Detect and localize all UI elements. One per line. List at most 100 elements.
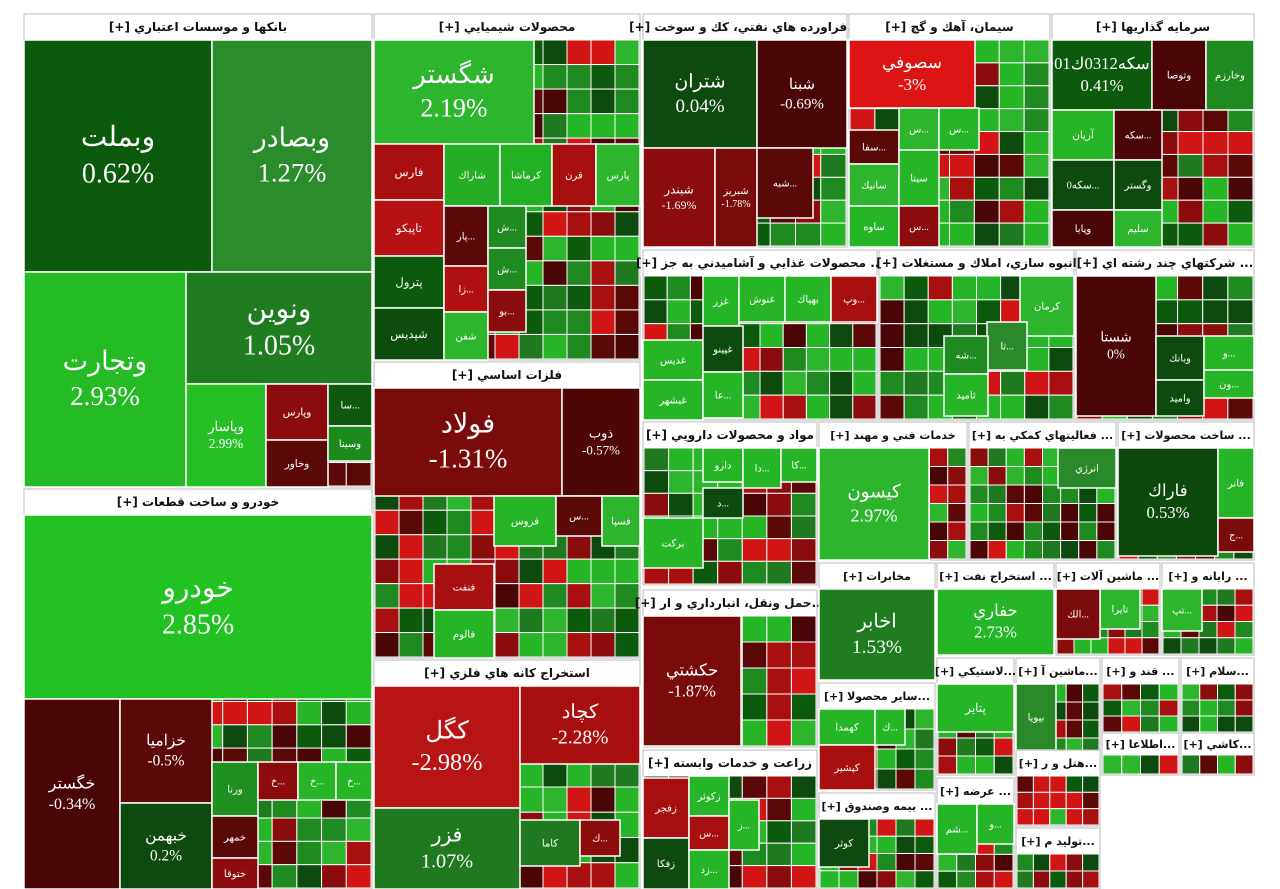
tile [566,64,592,90]
tile [590,786,616,813]
tile [614,607,640,634]
sector-title: ...ساير محصولا [+] [824,690,930,703]
tile [590,632,616,658]
tile [973,199,1000,224]
tile [590,235,616,262]
tile [566,333,592,360]
tile-name: ورنا [227,785,243,796]
tile [373,39,535,145]
tile [1023,176,1050,201]
tile [1096,540,1116,560]
tile [849,108,876,133]
tile [741,515,768,540]
tile-change: 0% [1107,347,1125,362]
tile [903,323,929,348]
tile-name: وبملت [81,122,155,153]
tile [784,275,832,323]
tile [914,835,935,854]
sector: ... شركتهاي چند رشته اي [+] شستا 0% وبانك وا… [1075,249,1255,421]
tile [1099,588,1141,630]
tile [211,857,259,889]
sector-title: ...حمل ونقل، انبارداري و ار [+] [635,596,825,611]
sector: فلزات اساسي [+] فولاد -1.31% ذوب-0.57% فنفت ف… [373,361,641,659]
tile [973,153,1000,178]
tile [976,275,1002,301]
tile [949,199,975,224]
tile [666,275,691,301]
tile [1121,715,1141,733]
tile [246,701,273,726]
tile-name: فزر [431,824,463,846]
tile-change: -1.87% [668,682,716,701]
tile [969,484,989,504]
tile-name: كهمدا [835,723,858,734]
tile-name: ...ثا [1000,342,1013,353]
sector: ... محصولات غذايي و آشاميدني به جز [+] غد… [636,249,884,421]
tile [1042,540,1062,560]
tile [211,815,259,859]
tile [1032,870,1051,889]
tile [1019,275,1075,337]
tile [943,373,989,417]
tile [766,775,792,799]
tile-change: -3% [898,75,926,94]
tile [668,470,694,494]
tile [614,64,640,90]
tile [998,199,1025,224]
sector-title: ... قند و [+] [1106,665,1174,678]
tile [759,394,784,420]
tile-name: شستا [1100,329,1131,344]
tile [566,309,592,335]
tile [321,840,347,866]
tile [987,503,1007,523]
tile-name: ...خ [347,777,361,788]
tile [642,147,716,248]
tile-change: -1.31% [429,444,508,474]
tile [1049,870,1067,889]
tile [1140,699,1160,717]
tile-name: زفجر [654,804,677,815]
tile [756,39,848,149]
tile-change: -0.5% [147,753,184,770]
tile [1198,637,1218,655]
tile [949,176,975,201]
sector: ... رايانه و [+] ...تپ [1161,562,1255,656]
tile [1096,503,1116,523]
tile [914,870,935,889]
tile [766,615,792,643]
tile [929,521,949,541]
tile [1234,683,1254,701]
tile [975,853,995,872]
tile-name: كچاد [562,702,599,723]
tile [1102,683,1123,701]
sector-title: سرمايه گذاريها [+] [1096,20,1210,34]
tile-name: ...ون [1219,380,1239,391]
tile [879,394,905,420]
tile [1217,683,1236,701]
tile [1161,588,1203,632]
tile [296,724,323,749]
tile [590,113,616,139]
tile [519,685,641,765]
tile-name: وتوصا [1167,71,1191,82]
tile [1177,199,1204,224]
tile [927,275,953,301]
tile [998,153,1025,178]
sector-title: ... عرضه [+] [940,785,1011,798]
tile [1024,347,1050,372]
tile [542,632,568,658]
tile [741,538,768,562]
tile [929,466,949,486]
tile [1202,222,1229,247]
tile [643,470,670,494]
tile [296,701,323,726]
tile [1234,715,1254,733]
tile [374,607,400,634]
tile [1227,199,1254,224]
tile [1065,701,1084,721]
tile-name: شفن [455,332,476,343]
tile [566,761,592,788]
tile [566,260,592,286]
tile [820,222,847,247]
tile [993,853,1014,872]
